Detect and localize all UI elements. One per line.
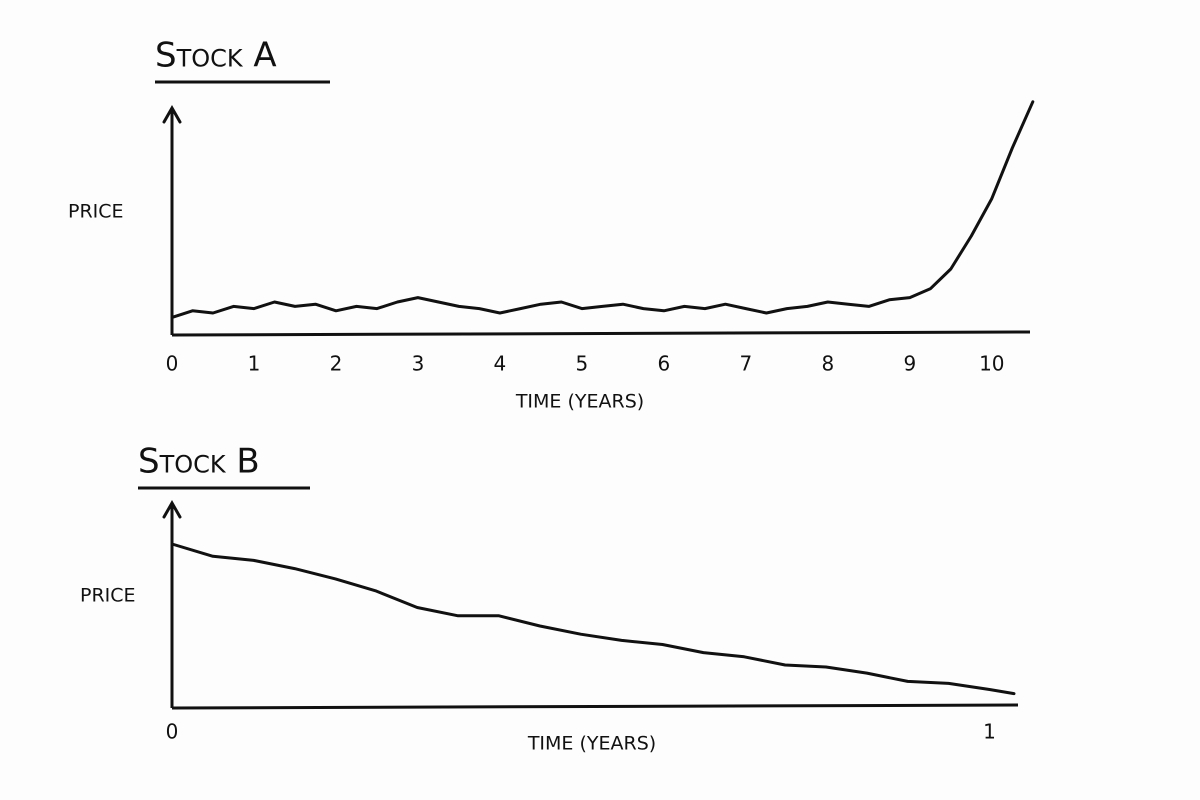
x-tick-label: 6 xyxy=(658,352,671,376)
price-line xyxy=(170,100,1035,319)
x-axis-label: TIME (YEARS) xyxy=(515,391,644,413)
x-tick-label: 4 xyxy=(494,352,507,376)
price-line xyxy=(170,542,1016,696)
x-tick-label: 10 xyxy=(979,352,1004,376)
y-axis-arrow xyxy=(162,499,182,519)
chart-title: Stock A xyxy=(155,36,277,76)
y-axis-arrow xyxy=(162,104,182,124)
y-axis-label: PRICE xyxy=(68,201,124,223)
x-tick-label: 0 xyxy=(166,352,179,376)
chart-title: Stock B xyxy=(138,442,260,482)
x-tick-label: 0 xyxy=(166,720,179,744)
x-tick-label: 1 xyxy=(248,352,261,376)
x-tick-label: 7 xyxy=(740,352,753,376)
x-tick-label: 5 xyxy=(576,352,589,376)
x-axis-label: TIME (YEARS) xyxy=(527,733,656,755)
x-tick-label: 9 xyxy=(903,352,916,376)
x-axis xyxy=(171,703,1019,710)
x-tick-label: 2 xyxy=(330,352,343,376)
x-tick-label: 3 xyxy=(412,352,425,376)
y-axis-label: PRICE xyxy=(80,585,136,607)
x-tick-label: 8 xyxy=(821,352,834,376)
x-tick-label: 1 xyxy=(983,720,996,744)
x-axis xyxy=(171,330,1031,337)
